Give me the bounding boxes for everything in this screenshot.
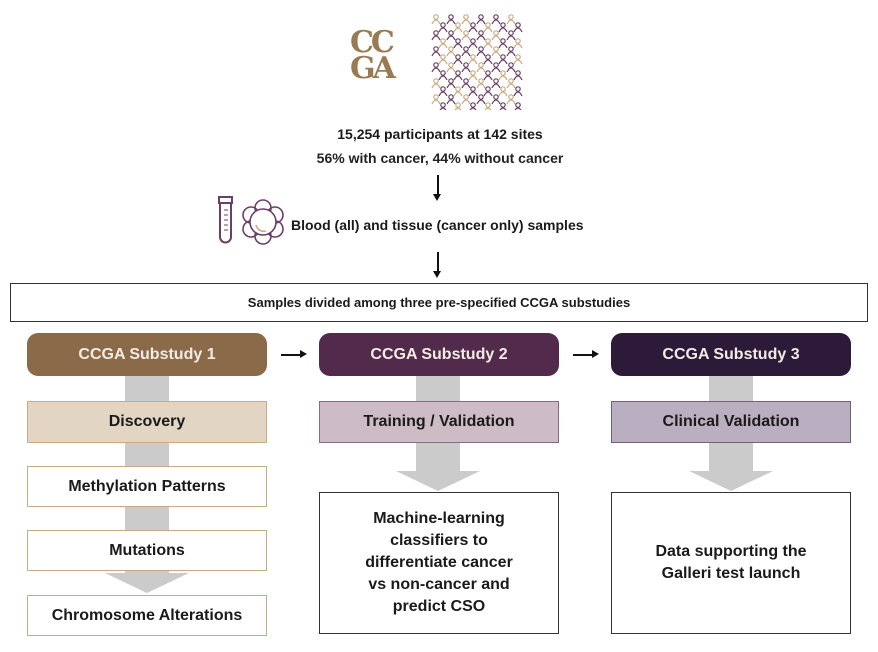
person-icon: [506, 94, 516, 105]
person-icon: [483, 70, 493, 81]
person-icon: [498, 70, 508, 81]
person-icon: [483, 86, 493, 97]
person-icon: [476, 62, 486, 73]
person-icon: [438, 38, 448, 49]
person-icon: [484, 102, 492, 110]
person-icon: [431, 14, 441, 25]
person-icon: [438, 86, 448, 97]
person-icon: [461, 14, 471, 25]
person-icon: [453, 22, 463, 33]
down-arrow: [434, 252, 440, 278]
clinical-validation-phase: Clinical Validation: [611, 401, 851, 443]
person-icon: [483, 54, 493, 65]
right-arrow: [573, 351, 599, 357]
person-icon: [461, 30, 471, 41]
person-icon: [431, 78, 441, 89]
person-icon: [468, 54, 478, 65]
methylation-patterns-box: Methylation Patterns: [27, 466, 267, 507]
person-icon: [506, 78, 516, 89]
person-icon: [498, 22, 508, 33]
person-icon: [453, 86, 463, 97]
person-icon: [431, 94, 441, 105]
participants-count: 15,254 participants at 142 sites: [337, 126, 543, 142]
person-icon: [461, 62, 471, 73]
samples-label: Blood (all) and tissue (cancer only) sam…: [291, 217, 584, 233]
substudies-banner: Samples divided among three pre-specifie…: [10, 283, 868, 322]
person-icon: [446, 62, 456, 73]
person-icon: [491, 94, 501, 105]
participants-split: 56% with cancer, 44% without cancer: [316, 150, 564, 166]
right-arrow: [281, 351, 307, 357]
person-icon: [476, 46, 486, 57]
person-icon: [446, 14, 456, 25]
test-tube-icon: [218, 196, 233, 244]
person-icon: [513, 38, 523, 49]
mutations-box: Mutations: [27, 530, 267, 571]
person-icon: [498, 54, 508, 65]
flow-arrow-head: [105, 573, 189, 593]
person-icon: [461, 78, 471, 89]
person-icon: [438, 22, 448, 33]
discovery-phase: Discovery: [27, 401, 267, 443]
person-icon: [439, 102, 447, 110]
person-icon: [506, 62, 516, 73]
substudy-1-header: CCGA Substudy 1: [27, 333, 267, 376]
person-icon: [491, 14, 501, 25]
person-icon: [454, 102, 462, 110]
person-icon: [438, 54, 448, 65]
person-icon: [513, 54, 523, 65]
ml-classifiers-box: Machine-learning classifiers to differen…: [319, 492, 559, 634]
person-icon: [513, 70, 523, 81]
person-icon: [514, 102, 522, 110]
person-icon: [468, 38, 478, 49]
participants-people-icon: [431, 14, 523, 110]
person-icon: [491, 62, 501, 73]
person-icon: [469, 102, 477, 110]
person-icon: [491, 30, 501, 41]
person-icon: [506, 30, 516, 41]
person-icon: [513, 86, 523, 97]
training-validation-phase: Training / Validation: [319, 401, 559, 443]
person-icon: [468, 86, 478, 97]
person-icon: [476, 14, 486, 25]
person-icon: [483, 38, 493, 49]
person-icon: [453, 38, 463, 49]
person-icon: [453, 54, 463, 65]
down-arrow: [434, 175, 440, 201]
substudy-2-header: CCGA Substudy 2: [319, 333, 559, 376]
flow-arrow-head: [689, 471, 773, 491]
person-icon: [461, 94, 471, 105]
person-icon: [506, 46, 516, 57]
person-icon: [468, 22, 478, 33]
person-icon: [446, 78, 456, 89]
person-icon: [453, 70, 463, 81]
person-icon: [461, 46, 471, 57]
person-icon: [483, 22, 493, 33]
person-icon: [498, 38, 508, 49]
person-icon: [431, 62, 441, 73]
person-icon: [513, 22, 523, 33]
person-icon: [476, 94, 486, 105]
person-icon: [499, 102, 507, 110]
substudy-3-header: CCGA Substudy 3: [611, 333, 851, 376]
person-icon: [491, 78, 501, 89]
ccga-logo: CC GA: [350, 25, 396, 86]
person-icon: [476, 30, 486, 41]
chromosome-alterations-box: Chromosome Alterations: [27, 595, 267, 636]
person-icon: [491, 46, 501, 57]
galleri-launch-box: Data supporting the Galleri test launch: [611, 492, 851, 634]
person-icon: [431, 46, 441, 57]
cell-icon: [242, 199, 284, 245]
person-icon: [476, 78, 486, 89]
person-icon: [446, 94, 456, 105]
person-icon: [506, 14, 516, 25]
person-icon: [468, 70, 478, 81]
person-icon: [431, 30, 441, 41]
flow-arrow-head: [396, 471, 480, 491]
person-icon: [498, 86, 508, 97]
person-icon: [438, 70, 448, 81]
person-icon: [446, 46, 456, 57]
person-icon: [446, 30, 456, 41]
